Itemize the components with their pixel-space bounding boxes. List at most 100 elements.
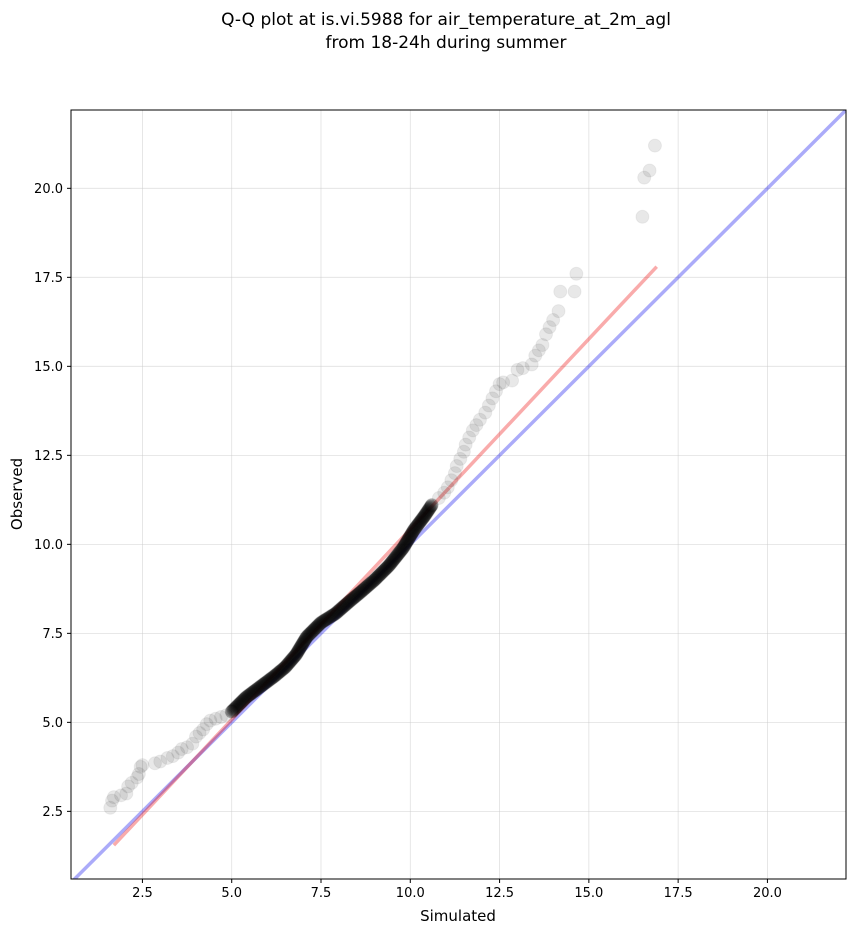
data-point-core: [254, 678, 269, 693]
data-point-core: [373, 567, 388, 582]
data-point-core: [282, 655, 297, 670]
data-point-core: [299, 629, 314, 644]
data-point-core: [364, 575, 379, 590]
data-point: [185, 736, 200, 751]
data-point-core: [402, 531, 417, 546]
data-point-core: [412, 515, 427, 530]
data-point: [424, 498, 439, 513]
data-point: [567, 284, 582, 299]
data-point: [569, 266, 584, 281]
data-point-core: [261, 673, 276, 688]
data-point-core: [392, 545, 407, 560]
data-point-core: [237, 691, 252, 706]
data-point-core: [397, 539, 412, 554]
x-tick-label: 10.0: [396, 886, 425, 901]
data-point-core: [273, 664, 288, 679]
data-point-core: [383, 556, 398, 571]
data-point-core: [385, 553, 400, 568]
x-tick-label: 5.0: [221, 886, 242, 901]
data-point-core: [319, 612, 334, 627]
data-point-core: [247, 684, 262, 699]
fit-line: [112, 265, 658, 847]
data-point-core: [272, 665, 287, 680]
data-point: [135, 758, 150, 773]
data-point-core: [344, 592, 359, 607]
data-point-core: [388, 550, 403, 565]
y-tick-label: 17.5: [34, 271, 63, 286]
data-point-core: [328, 606, 343, 621]
data-point-core: [331, 604, 346, 619]
data-point: [444, 473, 459, 488]
data-point-core: [259, 674, 274, 689]
data-point: [531, 343, 546, 358]
data-point: [453, 451, 468, 466]
data-point: [553, 284, 568, 299]
data-point-core: [303, 626, 318, 641]
data-point-core: [302, 627, 317, 642]
data-point-core: [294, 639, 309, 654]
x-tick-label: 2.5: [132, 886, 153, 901]
data-point-core: [376, 563, 391, 578]
data-point-core: [229, 700, 244, 715]
data-point: [546, 313, 561, 328]
data-point: [219, 708, 234, 723]
data-point-core: [356, 582, 371, 597]
data-point-core: [381, 559, 396, 574]
x-axis-label: Simulated: [420, 907, 496, 925]
data-point: [535, 337, 550, 352]
data-point: [524, 357, 539, 372]
data-point-core: [415, 511, 430, 526]
data-point-core: [234, 695, 249, 710]
data-point-core: [379, 561, 394, 576]
data-point: [539, 327, 553, 342]
data-point-core: [256, 677, 271, 692]
data-point-core: [350, 587, 365, 602]
data-point: [437, 485, 452, 500]
data-point: [515, 361, 530, 376]
data-point-core: [415, 512, 430, 527]
data-point-core: [257, 676, 272, 691]
data-point: [124, 775, 139, 790]
data-point-core: [279, 658, 294, 673]
data-point-core: [258, 675, 273, 690]
data-point-core: [330, 604, 345, 619]
y-axis-ticks: 2.5 5.0 7.5 10.0 12.5 15.0 17.5 20.0: [34, 182, 71, 820]
data-point-core: [264, 671, 279, 686]
data-point-core: [309, 619, 324, 634]
data-point-core: [372, 567, 387, 582]
data-point: [103, 800, 118, 815]
data-point-core: [309, 620, 324, 635]
data-point-core: [251, 681, 266, 696]
data-point: [637, 170, 652, 185]
data-point-core: [270, 666, 285, 681]
data-point-core: [381, 558, 396, 573]
data-point-core: [290, 645, 305, 660]
data-point: [478, 405, 493, 420]
data-point: [130, 770, 145, 785]
data-point-core: [238, 690, 253, 705]
data-point-core: [286, 650, 301, 665]
data-point: [456, 444, 471, 459]
data-point: [199, 717, 214, 732]
data-point: [440, 480, 455, 495]
data-point-core: [419, 505, 434, 520]
y-tick-label: 15.0: [34, 360, 63, 375]
data-point-core: [424, 499, 439, 514]
data-point-core: [268, 668, 283, 683]
data-point-core: [352, 585, 367, 600]
data-point-core: [422, 502, 437, 517]
data-point-core: [336, 600, 351, 615]
data-point-core: [380, 560, 395, 575]
x-tick-label: 7.5: [311, 886, 332, 901]
data-point: [153, 754, 168, 769]
data-point: [505, 373, 520, 388]
data-point-core: [327, 607, 342, 622]
data-point-core: [320, 611, 335, 626]
data-point: [106, 790, 121, 805]
data-point-core: [292, 641, 307, 656]
data-point: [121, 779, 136, 794]
data-point-core: [321, 610, 336, 625]
data-point-core: [375, 564, 390, 579]
data-point-core: [423, 500, 438, 515]
data-point-core: [410, 517, 425, 532]
